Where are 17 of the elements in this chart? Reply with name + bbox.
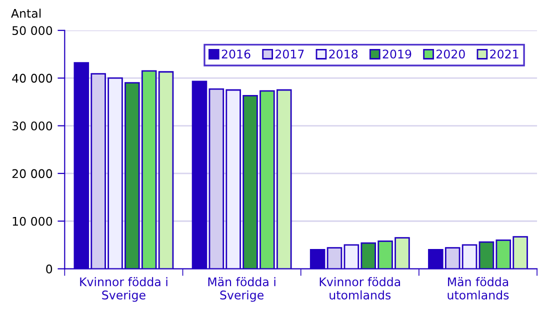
legend-label: 2019	[382, 50, 412, 59]
y-tick-label: 10 000	[12, 216, 52, 226]
legend-label: 2017	[276, 50, 304, 59]
x-tick-label: Män födda utomlands	[448, 277, 509, 300]
y-tick-label: 20 000	[12, 169, 52, 178]
legend-label: 2016	[222, 50, 250, 59]
x-tick-label: Män födda i Sverige	[208, 277, 276, 302]
y-tick-label: 50 000	[12, 26, 52, 36]
x-tick-label: Kvinnor födda utomlands	[320, 277, 400, 300]
y-axis-title: Antal	[11, 8, 41, 18]
y-tick-label: 0	[46, 264, 52, 274]
y-tick-label: 40 000	[12, 74, 52, 83]
x-tick-label: Kvinnor födda i Sverige	[80, 277, 168, 302]
legend-label: 2018	[329, 50, 358, 59]
legend-label: 2020	[436, 50, 465, 59]
y-tick-label: 30 000	[12, 121, 52, 130]
legend-label: 2021	[490, 50, 518, 59]
